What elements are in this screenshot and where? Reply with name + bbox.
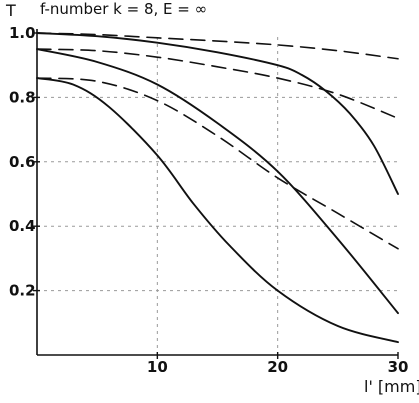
x-axis-label: l' [mm] — [364, 377, 419, 396]
series-line-4-solid — [36, 48, 399, 315]
y-tick-label: 0.6 — [9, 153, 36, 171]
series-line-6-solid — [36, 77, 399, 344]
y-tick-label: 0.4 — [9, 217, 36, 235]
series-line-1-dashed — [36, 32, 399, 60]
y-tick-label: 0.8 — [9, 88, 36, 106]
y-tick-label: 1.0 — [9, 24, 36, 42]
series-line-3-dashed — [36, 48, 399, 120]
ticks-layer: 0.2 0.4 0.6 0.8 1.0 10 20 30 — [9, 24, 408, 376]
x-tick-label: 20 — [267, 358, 288, 376]
x-tick-label: 30 — [388, 358, 409, 376]
chart-title: f-number k = 8, E = ∞ — [40, 0, 207, 18]
y-axis-label: T — [5, 1, 16, 20]
x-tick-label: 10 — [147, 358, 168, 376]
series-layer — [36, 32, 399, 344]
series-line-2-solid — [36, 32, 399, 195]
axes-layer — [36, 29, 398, 356]
y-tick-label: 0.2 — [9, 282, 36, 300]
grid-layer — [37, 33, 398, 355]
series-line-5-dashed — [36, 77, 399, 250]
